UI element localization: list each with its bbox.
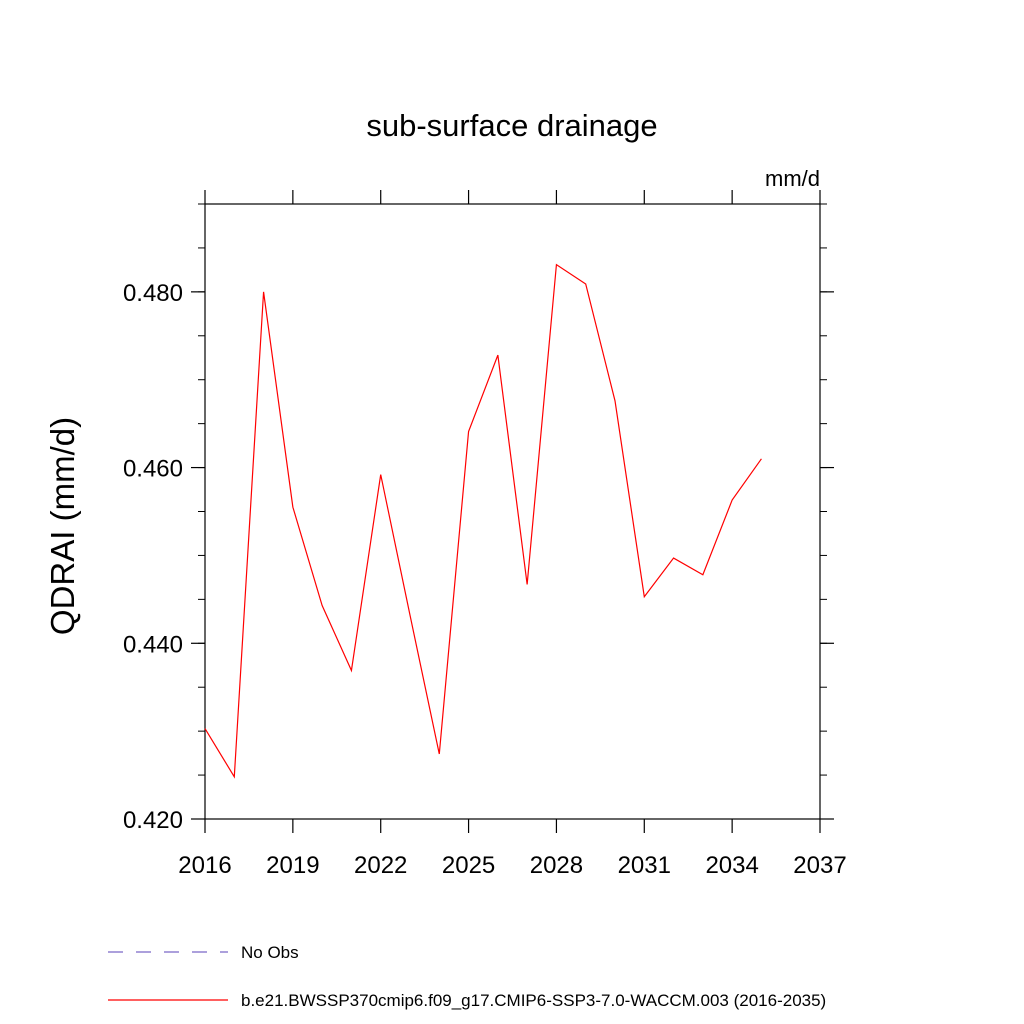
y-tick-label: 0.420 (123, 807, 183, 834)
legend-label-2: b.e21.BWSSP370cmip6.f09_g17.CMIP6-SSP3-7… (241, 991, 826, 1010)
y-axis-label: QDRAI (mm/d) (44, 417, 81, 635)
x-tick-label: 2034 (705, 852, 758, 879)
x-tick-label: 2028 (530, 852, 583, 879)
x-tick-label: 2031 (618, 852, 671, 879)
x-tick-label: 2025 (442, 852, 495, 879)
chart-title: sub-surface drainage (366, 108, 657, 143)
y-tick-label: 0.440 (123, 631, 183, 658)
x-tick-label: 2016 (178, 852, 231, 879)
y-tick-label: 0.460 (123, 456, 183, 483)
series-line (204, 263, 762, 779)
legend-label-1: No Obs (241, 943, 299, 962)
units-label: mm/d (765, 166, 820, 191)
x-tick-label: 2037 (793, 852, 846, 879)
ticks-layer: 2016 2019 2022 2025 2028 2031 2034 2037 0.420 0.4… (123, 190, 847, 879)
series-layer (204, 263, 762, 779)
y-tick-label: 0.480 (123, 280, 183, 307)
x-tick-label: 2019 (266, 852, 319, 879)
x-tick-label: 2022 (354, 852, 407, 879)
legend: No Obs b.e21.BWSSP370cmip6.f09_g17.CMIP6-… (108, 943, 826, 1010)
